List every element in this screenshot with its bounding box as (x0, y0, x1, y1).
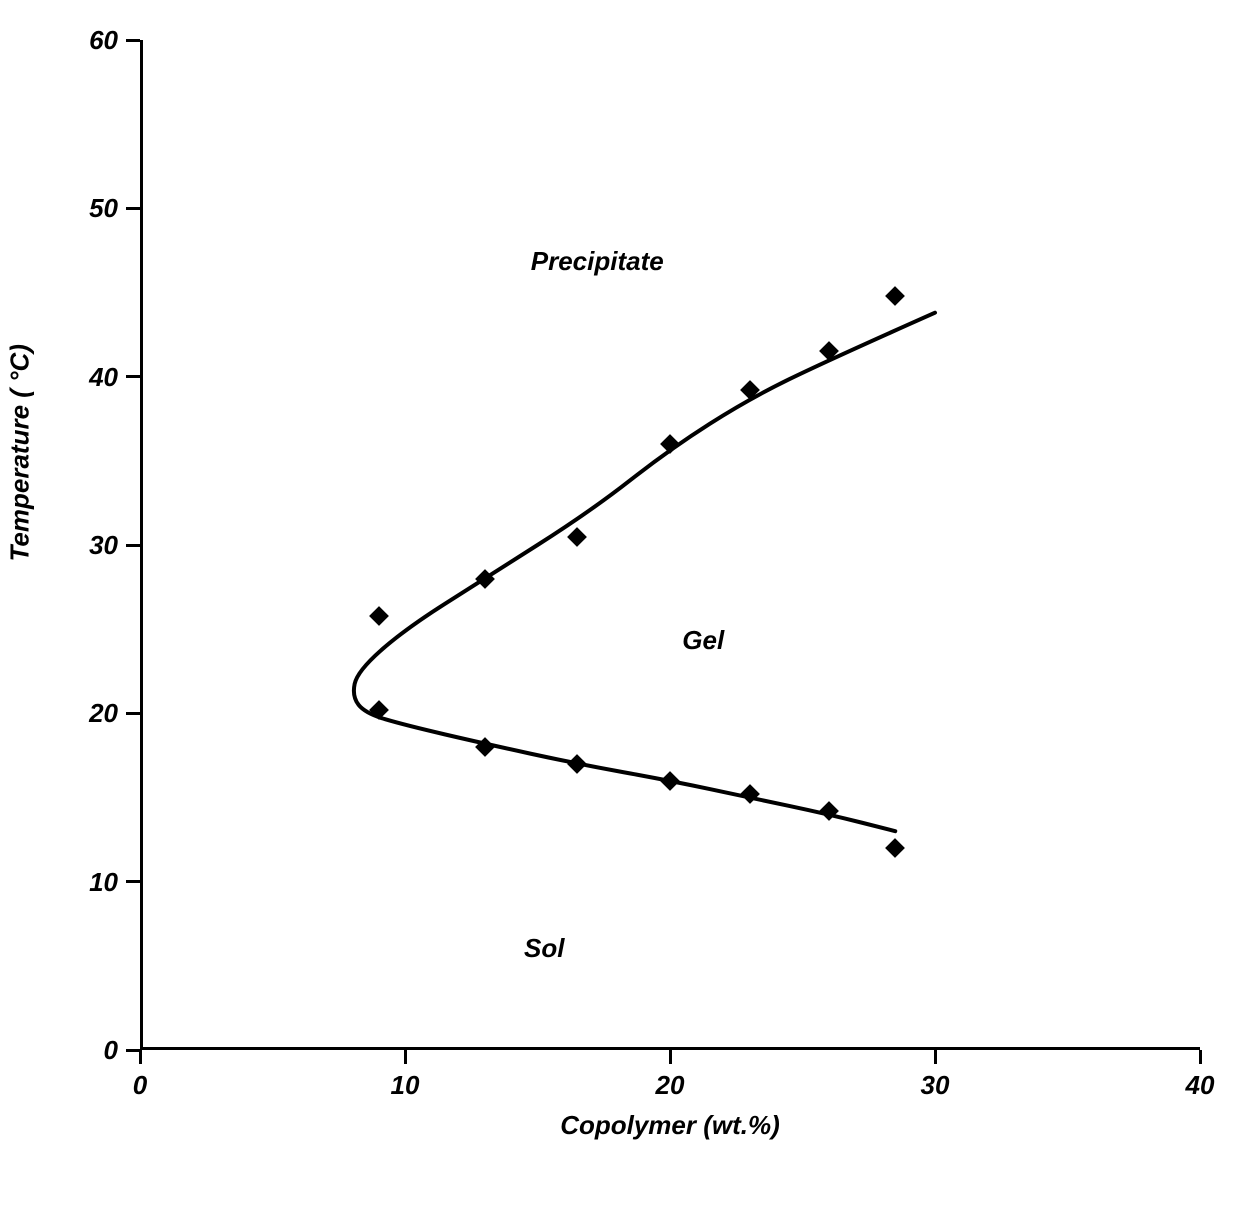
phase-boundary-curve (0, 0, 1240, 1214)
phase-diagram-chart: 0102030405060 010203040 Temperature ( °C… (0, 0, 1240, 1214)
